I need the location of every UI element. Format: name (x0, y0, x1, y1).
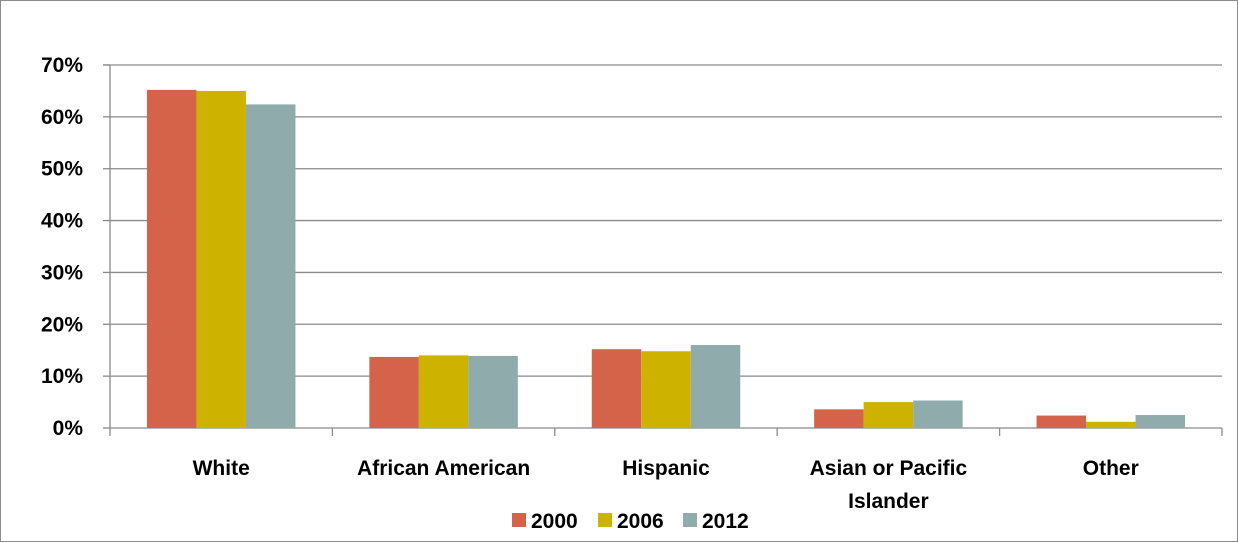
bar-2000 (369, 356, 419, 428)
bar-2000 (146, 89, 197, 429)
bar-2000 (814, 409, 864, 428)
bar-2006 (1086, 421, 1136, 428)
bar-2006 (641, 351, 691, 428)
bar-2012 (468, 355, 518, 428)
bar-2012 (913, 400, 963, 428)
y-tick-label: 20% (41, 313, 83, 336)
x-category-label: Islander (848, 490, 929, 513)
bar-2012 (245, 104, 296, 428)
y-tick-label: 70% (41, 54, 83, 77)
y-tick-label: 0% (53, 417, 84, 440)
bar-2012 (690, 345, 741, 428)
bar-2006 (863, 402, 914, 428)
y-tick-label: 10% (41, 365, 83, 388)
legend-label-2006: 2006 (617, 510, 664, 533)
legend-swatch-2000 (512, 513, 526, 527)
bar-2000 (1036, 415, 1087, 428)
x-category-label: African American (357, 457, 530, 480)
bar-2006 (196, 90, 246, 428)
y-tick-label: 40% (41, 210, 83, 233)
x-category-label: Other (1083, 457, 1139, 480)
legend-label-2000: 2000 (531, 510, 578, 533)
x-category-label: Asian or Pacific (810, 457, 968, 480)
y-tick-label: 30% (41, 261, 83, 284)
legend-swatch-2006 (598, 513, 612, 527)
x-category-label: Hispanic (622, 457, 710, 480)
x-category-label: White (193, 457, 250, 480)
bar-2006 (418, 355, 469, 428)
bar-2000 (591, 349, 642, 428)
legend-swatch-2012 (683, 513, 697, 527)
legend-label-2012: 2012 (702, 510, 749, 533)
y-tick-label: 60% (41, 106, 83, 129)
bar-2012 (1135, 415, 1186, 428)
y-tick-label: 50% (41, 158, 83, 181)
